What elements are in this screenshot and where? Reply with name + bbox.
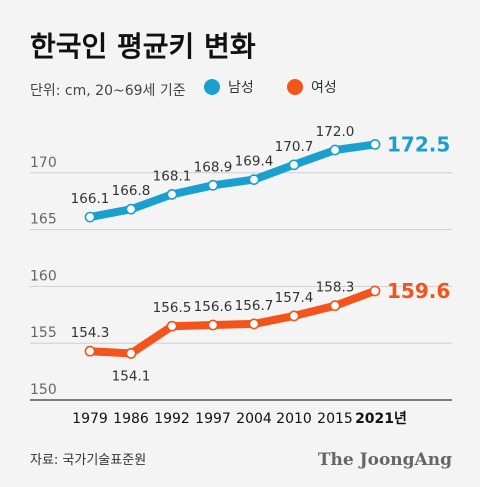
x-tick-label-3: 1997 bbox=[195, 411, 231, 427]
data-point-0-1 bbox=[125, 203, 137, 215]
y-tick-label-150: 150 bbox=[30, 382, 57, 398]
data-label-0-1: 166.8 bbox=[112, 183, 151, 199]
data-label-0-4: 169.4 bbox=[235, 154, 274, 170]
source-note: 자료: 국가기술표준원 bbox=[30, 453, 146, 468]
x-tick-label-2: 1992 bbox=[154, 411, 190, 427]
data-label-0-0: 166.1 bbox=[71, 191, 110, 207]
series-line-0 bbox=[86, 140, 379, 222]
legend-marker-0 bbox=[204, 79, 220, 95]
data-point-0-4 bbox=[248, 174, 260, 186]
data-point-0-7 bbox=[369, 138, 381, 150]
data-label-1-3: 156.6 bbox=[194, 299, 233, 315]
x-tick-label-7: 2021년 bbox=[355, 411, 407, 427]
data-label-0-6: 172.0 bbox=[316, 124, 355, 140]
data-point-1-2 bbox=[166, 320, 178, 332]
legend: 남성 여성 bbox=[204, 79, 337, 96]
data-label-1-4: 156.7 bbox=[235, 298, 274, 314]
data-point-0-3 bbox=[207, 179, 219, 191]
end-value-label-1: 159.6 bbox=[387, 279, 450, 303]
y-tick-label-165: 165 bbox=[30, 212, 57, 228]
x-tick-label-0: 1979 bbox=[72, 411, 108, 427]
data-label-1-2: 156.5 bbox=[153, 300, 192, 316]
legend-marker-1 bbox=[287, 79, 303, 95]
data-point-1-7 bbox=[369, 285, 381, 297]
x-tick-label-5: 2010 bbox=[276, 411, 312, 427]
data-label-0-5: 170.7 bbox=[275, 139, 314, 155]
data-point-1-0 bbox=[84, 345, 96, 357]
data-point-1-1 bbox=[125, 348, 137, 359]
legend-label-1: 여성 bbox=[311, 80, 337, 96]
data-point-0-5 bbox=[288, 159, 300, 171]
chart-title: 한국인 평균키 변화 bbox=[30, 30, 256, 63]
data-label-0-2: 168.1 bbox=[153, 168, 192, 184]
unit-note: 단위: cm, 20~69세 기준 bbox=[30, 83, 186, 99]
x-tick-label-4: 2004 bbox=[236, 411, 272, 427]
x-axis-ticks: 1979 1986 1992 1997 2004 2010 2015 2021년 bbox=[72, 411, 407, 427]
y-tick-label-160: 160 bbox=[30, 268, 57, 284]
series-line-1 bbox=[86, 286, 379, 358]
y-axis-ticks: 150 155 160 165 170 bbox=[30, 155, 57, 398]
y-tick-label-170: 170 bbox=[30, 155, 57, 171]
data-point-0-2 bbox=[166, 188, 178, 200]
data-point-1-6 bbox=[329, 300, 341, 312]
x-tick-label-6: 2015 bbox=[317, 411, 353, 427]
data-label-0-3: 168.9 bbox=[194, 159, 233, 175]
end-value-label-0: 172.5 bbox=[387, 132, 450, 156]
data-point-1-4 bbox=[248, 318, 260, 330]
data-label-1-1: 154.1 bbox=[112, 368, 151, 384]
grid bbox=[30, 172, 452, 401]
data-label-1-0: 154.3 bbox=[71, 325, 110, 341]
y-tick-label-155: 155 bbox=[30, 325, 57, 341]
brand-logo: The JoongAng bbox=[318, 450, 452, 470]
data-point-1-5 bbox=[288, 310, 300, 322]
data-label-1-5: 157.4 bbox=[275, 290, 314, 306]
data-point-0-0 bbox=[84, 211, 96, 223]
data-point-0-6 bbox=[329, 144, 341, 156]
data-point-1-3 bbox=[207, 319, 219, 331]
data-label-1-6: 158.3 bbox=[316, 280, 355, 296]
x-tick-label-1: 1986 bbox=[113, 411, 149, 427]
legend-label-0: 남성 bbox=[228, 80, 254, 96]
